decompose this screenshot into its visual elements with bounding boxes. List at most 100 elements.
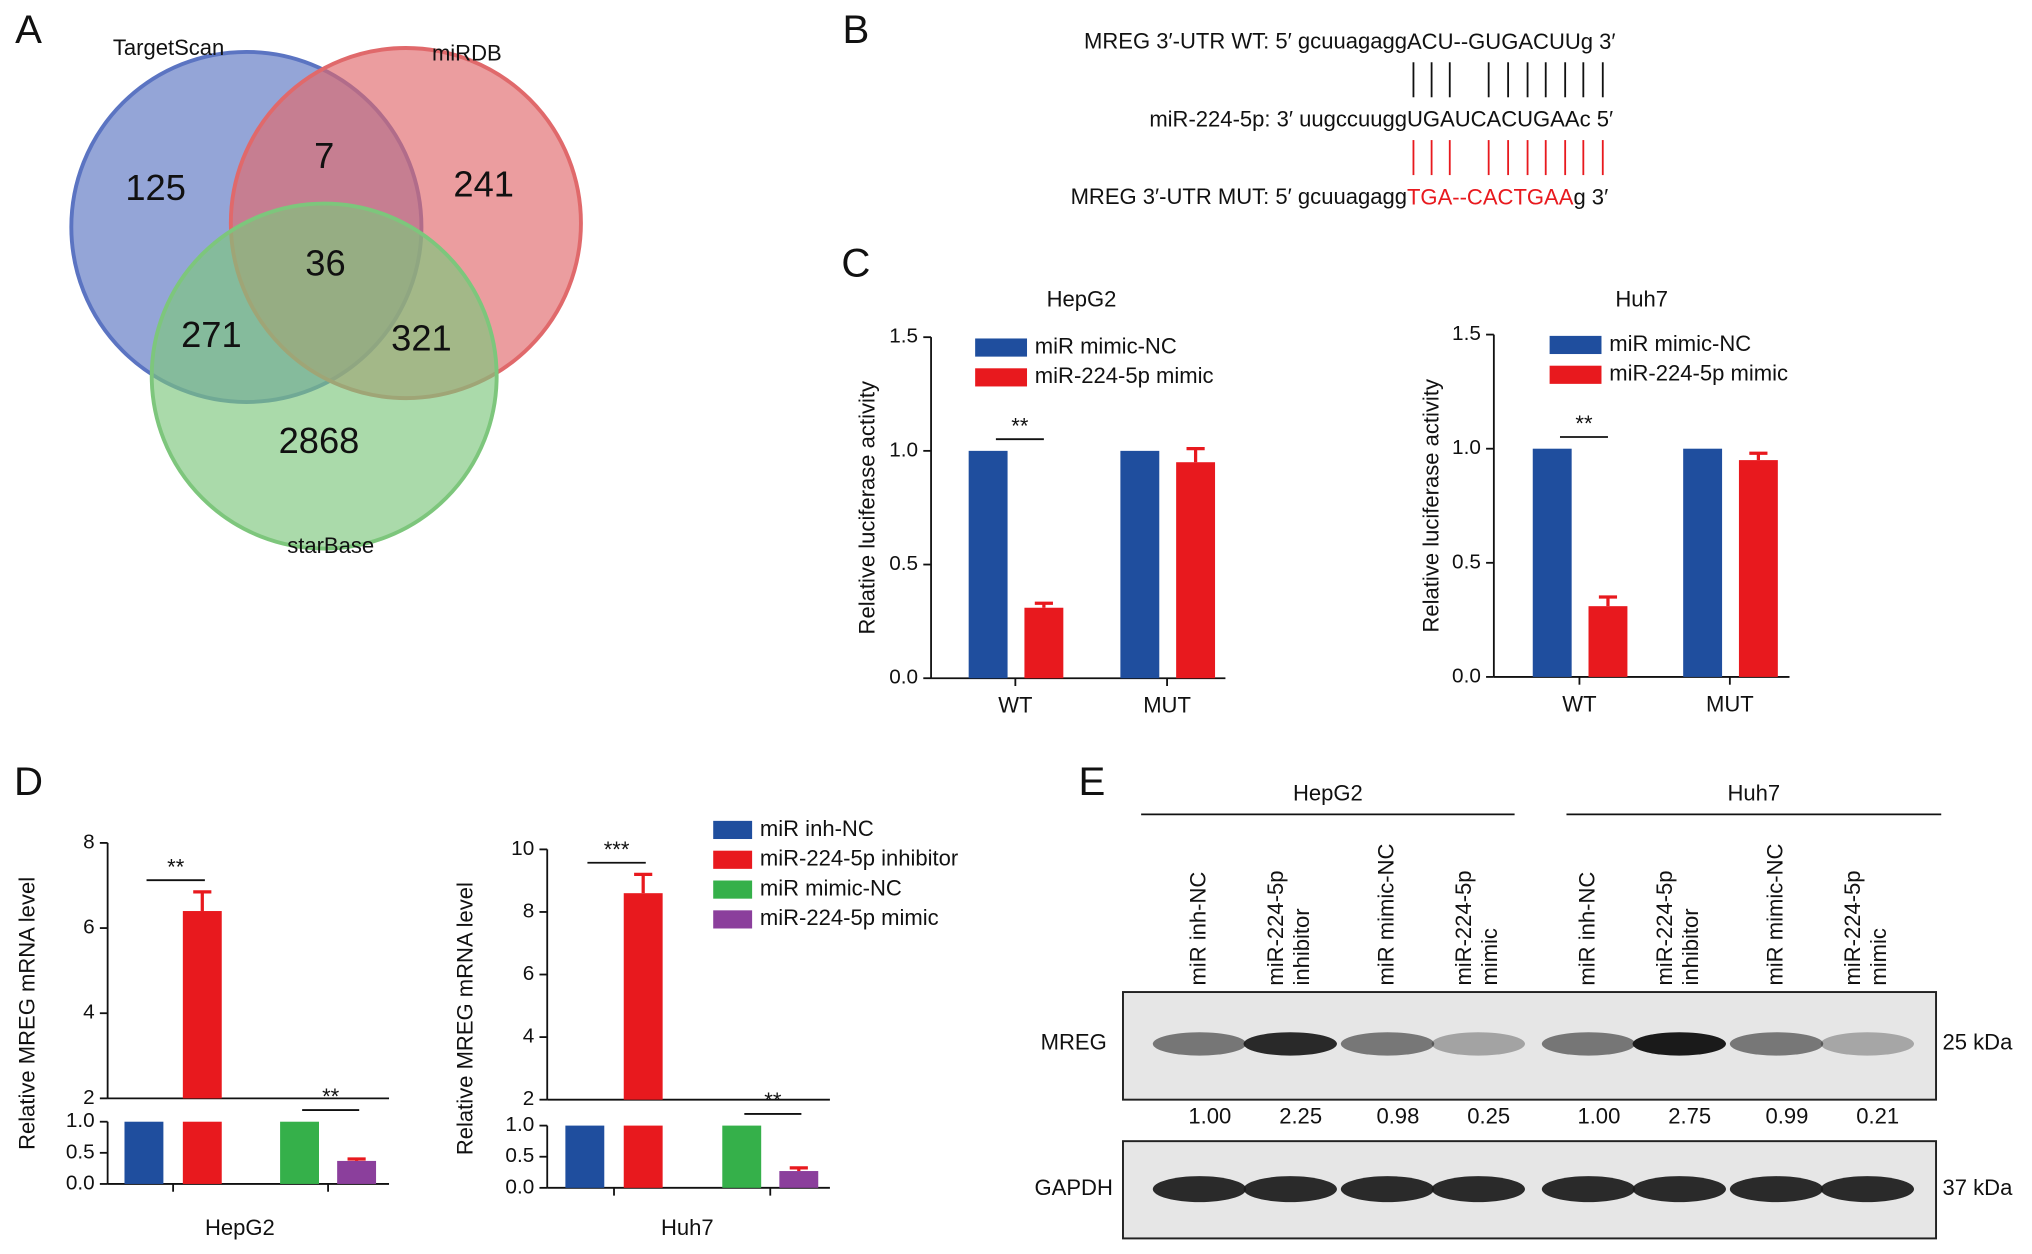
quant-label: 0.99 — [1765, 1104, 1808, 1129]
panel-label: C — [841, 240, 870, 285]
significance-label: ** — [322, 1084, 340, 1109]
y-tick-label: 1.0 — [505, 1113, 534, 1136]
band — [1541, 1032, 1636, 1056]
lane-label: miR mimic-NC — [1762, 844, 1787, 986]
venn-count: 125 — [125, 167, 186, 208]
bar — [280, 1121, 319, 1184]
panel-label: B — [842, 7, 869, 52]
venn-count: 271 — [181, 314, 242, 355]
row-label: MREG — [1041, 1030, 1107, 1055]
seed: TGA--CACTGAA — [1407, 184, 1574, 209]
y-tick-label: 1.0 — [889, 438, 918, 461]
y-tick-label: 6 — [83, 916, 95, 939]
bar — [1738, 460, 1778, 677]
band — [1632, 1176, 1726, 1203]
chart-title: Huh7 — [1615, 287, 1668, 312]
quant-label: 0.21 — [1856, 1104, 1899, 1129]
lane-label: mimic — [1866, 928, 1891, 986]
venn-circle — [149, 201, 499, 551]
bar — [124, 1121, 164, 1184]
band — [1632, 1032, 1726, 1056]
legend-swatch — [713, 820, 753, 840]
bar — [1532, 448, 1572, 677]
bar — [1120, 450, 1160, 679]
sequence-suffix: g 3′ — [1573, 184, 1608, 209]
y-tick-label: 4 — [83, 1001, 95, 1024]
quant-label: 2.25 — [1279, 1104, 1322, 1129]
x-tick-label: MUT — [1706, 691, 1754, 716]
seed: ACU--GUGACUU — [1407, 29, 1581, 54]
sequence: ACU--GUGACUUg 3′ — [1407, 29, 1616, 54]
band — [1431, 1176, 1525, 1203]
legend-swatch — [713, 910, 753, 929]
y-tick-label: 0.5 — [1452, 550, 1481, 573]
significance-label: *** — [604, 837, 630, 862]
venn-set-label: TargetScan — [113, 35, 224, 60]
lane-label: miR-224-5p — [1652, 870, 1677, 985]
bar-lower — [623, 1125, 663, 1188]
bar-upper — [623, 893, 663, 1100]
bar — [1024, 607, 1064, 679]
band — [1729, 1032, 1824, 1056]
quant-label: 0.25 — [1467, 1104, 1510, 1129]
band — [1820, 1176, 1914, 1203]
y-axis-label: Relative luciferase activity — [1419, 379, 1444, 632]
lane-label: mimic — [1477, 928, 1502, 986]
legend-label: miR-224-5p mimic — [1035, 363, 1214, 388]
legend-swatch — [975, 368, 1028, 387]
sequence-prefix: MREG 3′-UTR WT: 5′ gcuuagagg — [1084, 29, 1407, 54]
legend-swatch — [1549, 365, 1602, 384]
legend-swatch — [713, 850, 753, 869]
y-tick-label: 8 — [523, 899, 535, 922]
y-tick-label: 0.5 — [889, 552, 918, 575]
quant-label: 0.98 — [1376, 1104, 1419, 1129]
seed: UGAUCACUGAA — [1407, 106, 1580, 131]
legend-swatch — [975, 338, 1028, 357]
lane-label: miR-224-5p — [1840, 870, 1865, 985]
legend-label: miR mimic-NC — [1609, 331, 1751, 356]
y-tick-label: 1.5 — [889, 325, 918, 348]
chart-title: HepG2 — [1047, 287, 1117, 312]
band — [1340, 1032, 1435, 1056]
bar-upper — [182, 911, 222, 1099]
y-tick-label: 6 — [523, 962, 535, 985]
venn-count: 241 — [453, 163, 514, 204]
lane-label: miR inh-NC — [1574, 872, 1599, 986]
band — [1729, 1176, 1824, 1203]
x-tick-label: WT — [1562, 691, 1596, 716]
lane-label: inhibitor — [1289, 908, 1314, 985]
band — [1243, 1176, 1337, 1203]
venn-count: 7 — [314, 135, 334, 176]
sequence: UGAUCACUGAAc 5′ — [1407, 106, 1613, 131]
x-tick-label: MUT — [1143, 693, 1191, 718]
significance-label: ** — [1011, 413, 1029, 438]
y-axis-label: Relative MREG mRNA level — [453, 882, 478, 1155]
legend-label: miR-224-5p inhibitor — [760, 846, 958, 871]
quant-label: 1.00 — [1577, 1104, 1620, 1129]
bar-lower — [182, 1121, 222, 1184]
bar — [779, 1171, 819, 1188]
y-axis-label: Relative MREG mRNA level — [14, 877, 39, 1150]
x-tick-label: WT — [998, 693, 1032, 718]
legend-label: miR inh-NC — [760, 816, 874, 841]
panel-label: D — [14, 759, 43, 804]
significance-label: ** — [167, 854, 185, 879]
bar — [1588, 606, 1628, 677]
y-tick-label: 2 — [523, 1087, 535, 1110]
x-axis-label: HepG2 — [205, 1215, 275, 1240]
band — [1541, 1176, 1636, 1203]
y-tick-label: 0.0 — [66, 1171, 95, 1194]
band — [1152, 1176, 1247, 1203]
sequence: TGA--CACTGAAg 3′ — [1407, 184, 1608, 209]
sequence-suffix: c 5′ — [1580, 106, 1614, 131]
legend-label: miR-224-5p mimic — [1609, 361, 1788, 386]
band — [1340, 1176, 1435, 1203]
size-label: 37 kDa — [1943, 1175, 2014, 1200]
significance-label: ** — [1575, 411, 1593, 436]
y-tick-label: 1.0 — [1452, 436, 1481, 459]
band — [1431, 1032, 1525, 1056]
band — [1243, 1032, 1337, 1056]
bar — [565, 1125, 605, 1188]
lane-label: miR inh-NC — [1185, 872, 1210, 986]
